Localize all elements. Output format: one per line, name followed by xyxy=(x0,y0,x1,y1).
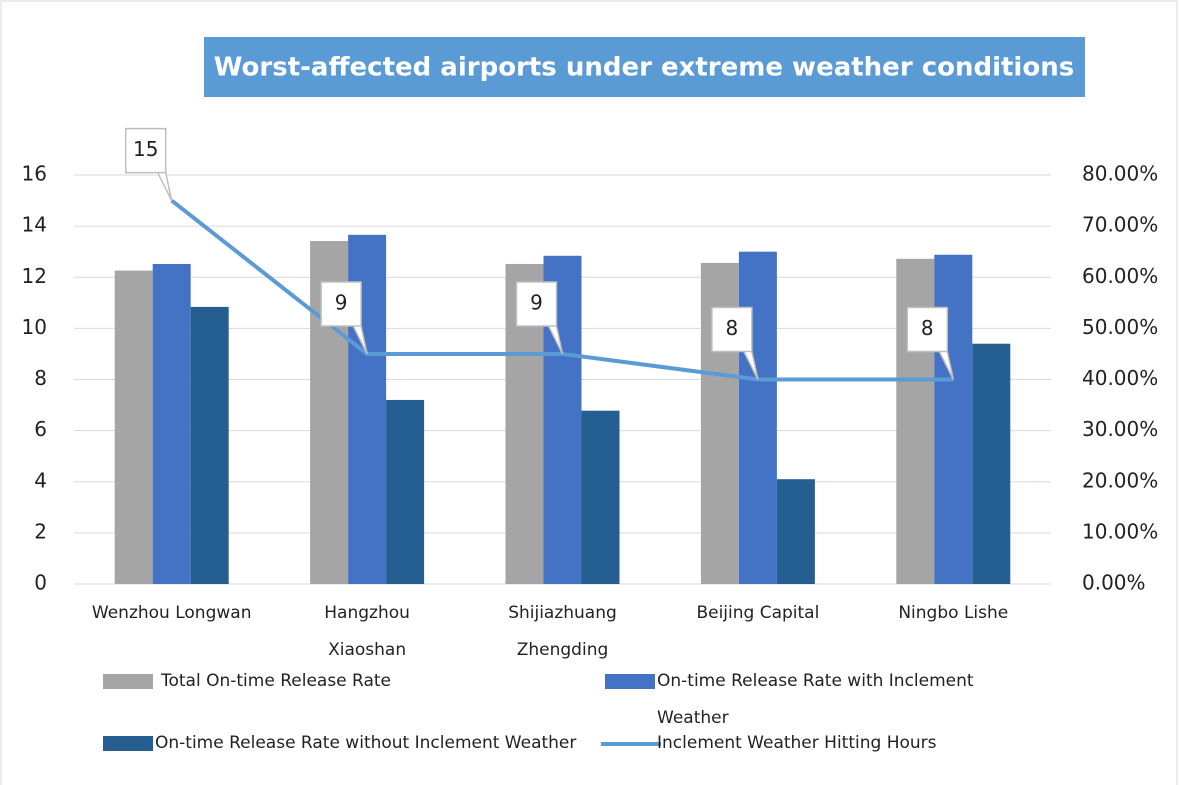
y2-tick-label: 0.00% xyxy=(1082,571,1146,595)
legend-label: On-time Release Rate without Inclement W… xyxy=(155,733,577,753)
x-tick-label: Ningbo Lishe xyxy=(898,603,1009,623)
y-tick-label: 8 xyxy=(34,366,47,390)
legend-swatch xyxy=(605,674,655,689)
y-tick-label: 2 xyxy=(34,519,47,543)
bar xyxy=(972,343,1011,584)
data-label: 9 xyxy=(530,290,543,314)
data-label: 15 xyxy=(133,137,158,161)
y-tick-label: 12 xyxy=(22,264,47,288)
y-tick-label: 16 xyxy=(22,162,47,186)
x-tick-label: Beijing Capital xyxy=(696,603,820,623)
y-tick-label: 6 xyxy=(34,417,47,441)
legend-label: Inclement Weather Hitting Hours xyxy=(657,733,937,753)
callout xyxy=(711,306,759,380)
y2-tick-label: 30.00% xyxy=(1082,417,1158,441)
y2-tick-label: 10.00% xyxy=(1082,519,1158,543)
bar xyxy=(386,399,425,584)
data-label: 8 xyxy=(726,316,739,340)
y2-tick-label: 70.00% xyxy=(1082,213,1158,237)
chart-title: Worst-affected airports under extreme we… xyxy=(214,53,1074,83)
legend-label: On-time Release Rate with Inclement Weat… xyxy=(657,671,974,728)
x-tick-label: Shijiazhuang Zhengding xyxy=(508,603,617,660)
bar xyxy=(934,254,973,584)
data-label: 8 xyxy=(921,316,934,340)
y2-tick-label: 40.00% xyxy=(1082,366,1158,390)
y2-tick-label: 50.00% xyxy=(1082,315,1158,339)
y-tick-label: 14 xyxy=(22,213,47,237)
legend-swatch xyxy=(601,742,661,746)
callout xyxy=(906,306,955,380)
bar xyxy=(581,410,620,584)
y-tick-label: 0 xyxy=(34,571,47,595)
y-tick-label: 4 xyxy=(34,468,47,492)
title-box xyxy=(204,37,1085,97)
bar xyxy=(738,251,777,584)
legend-label: Total On-time Release Rate xyxy=(161,671,392,691)
y2-tick-label: 20.00% xyxy=(1082,468,1158,492)
bar xyxy=(114,270,153,584)
legend-swatch xyxy=(103,736,153,751)
x-tick-label: Hangzhou Xiaoshan xyxy=(324,603,410,660)
y-tick-label: 10 xyxy=(22,315,47,339)
callout xyxy=(124,127,173,201)
callout xyxy=(515,281,564,355)
y2-tick-label: 60.00% xyxy=(1082,264,1158,288)
x-tick-label: Wenzhou Longwan xyxy=(91,603,252,623)
bar xyxy=(190,306,229,584)
bar xyxy=(776,479,815,584)
bar xyxy=(152,263,191,584)
data-label: 9 xyxy=(335,290,348,314)
y2-tick-label: 80.00% xyxy=(1082,162,1158,186)
legend-swatch xyxy=(103,674,153,689)
callout xyxy=(320,281,368,355)
